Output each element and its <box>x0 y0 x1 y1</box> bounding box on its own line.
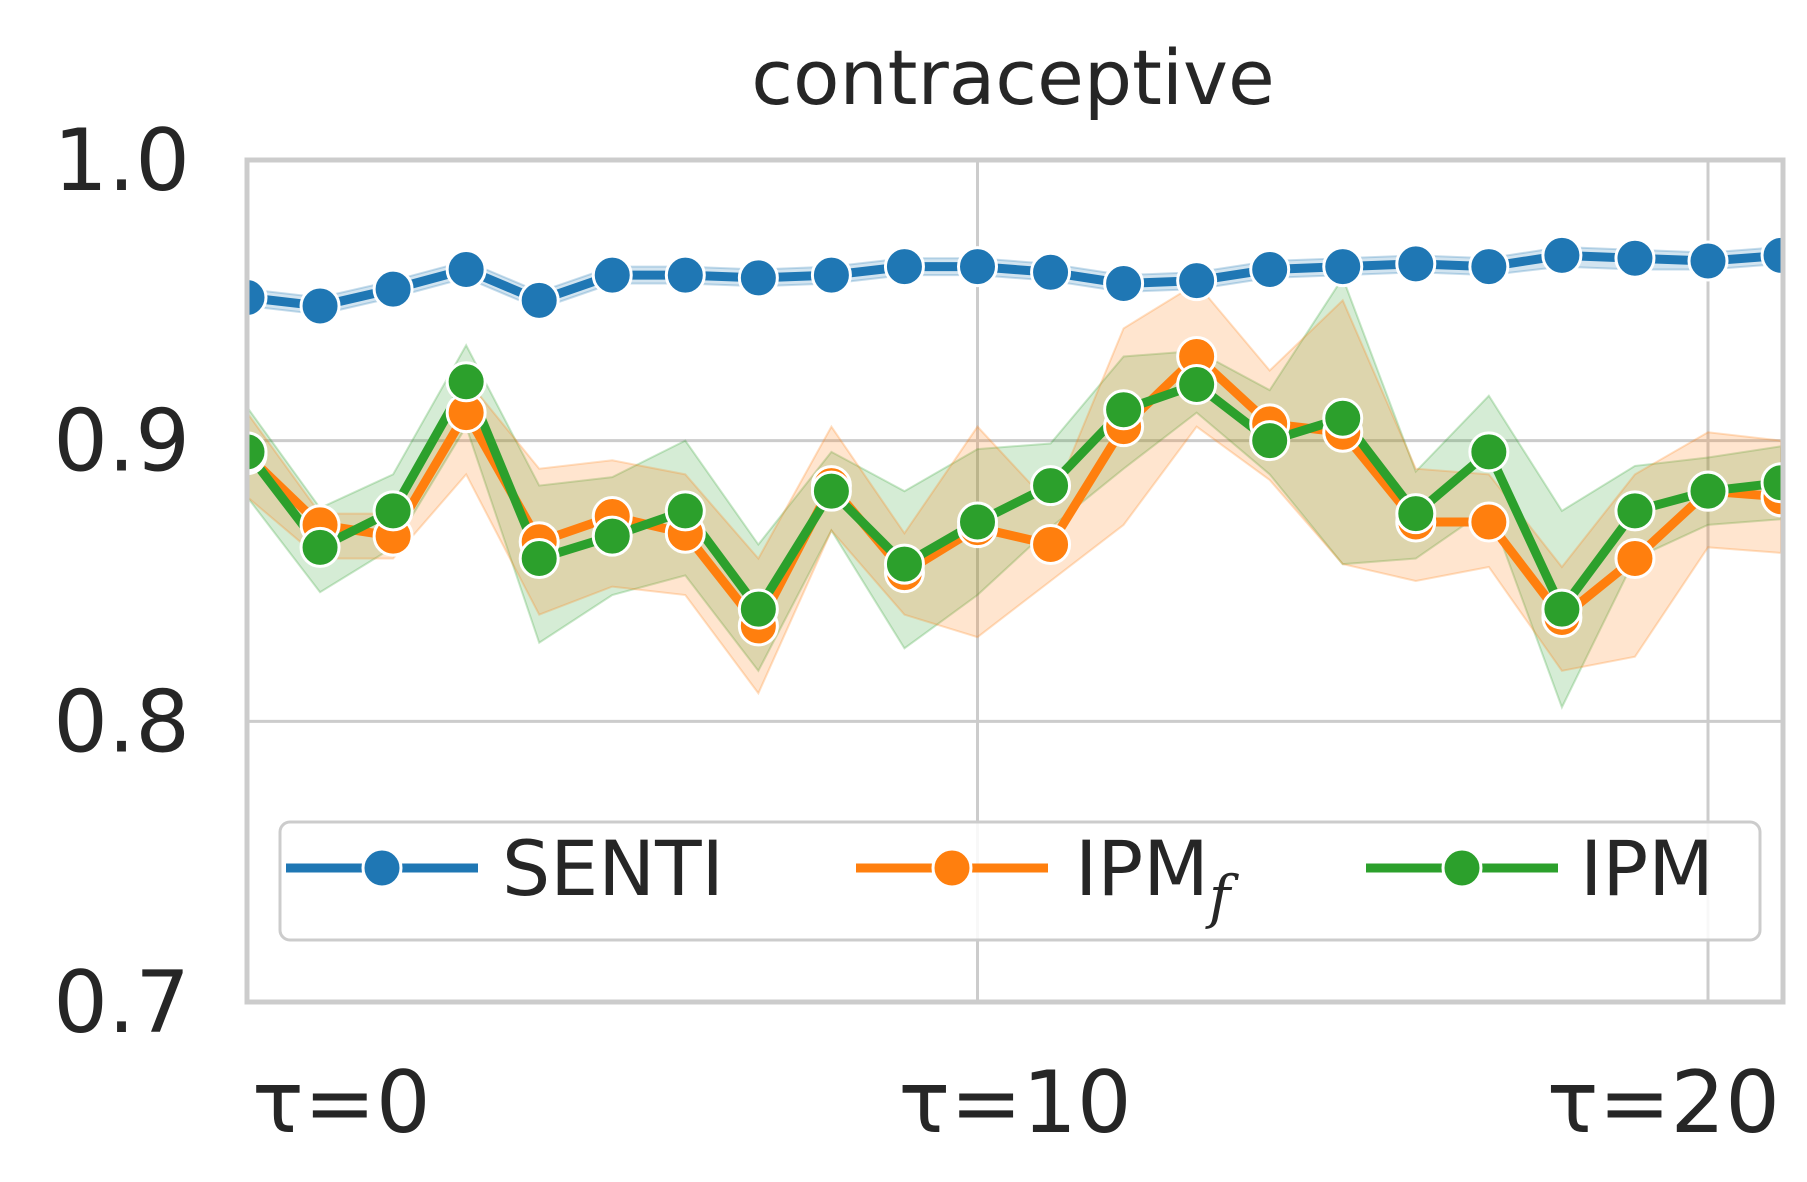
data-point <box>247 431 268 473</box>
data-point <box>1030 251 1072 293</box>
x-tick-label: τ=20 <box>1547 1053 1780 1153</box>
data-point <box>1687 240 1729 282</box>
data-point <box>1687 470 1729 512</box>
data-point <box>1395 493 1437 535</box>
y-axis-ticks: 1.0 0.9 0.8 0.7 <box>53 111 190 1053</box>
data-point <box>1395 243 1437 285</box>
legend-marker <box>361 847 403 889</box>
data-point <box>664 254 706 296</box>
series-line <box>247 377 1782 614</box>
data-point <box>810 254 852 296</box>
legend-marker <box>1441 847 1483 889</box>
data-point <box>1614 538 1656 580</box>
data-point <box>372 490 414 532</box>
data-point <box>883 543 925 585</box>
y-tick-label: 0.7 <box>53 953 190 1053</box>
data-point <box>1614 490 1656 532</box>
series-markers <box>247 234 1783 647</box>
data-point <box>445 361 487 403</box>
data-point <box>1176 260 1218 302</box>
plot-frame <box>244 157 1786 1005</box>
data-point <box>1541 588 1583 630</box>
data-point <box>591 254 633 296</box>
data-point <box>1176 364 1218 406</box>
data-point <box>299 526 341 568</box>
legend-label: IPM <box>1580 824 1714 913</box>
data-point <box>957 501 998 543</box>
data-point <box>1541 234 1583 276</box>
legend-label-text: IPM <box>1580 824 1714 913</box>
data-point <box>737 257 779 299</box>
data-point <box>1614 237 1656 279</box>
data-point <box>591 515 633 557</box>
legend: SENTI IPMf IPM <box>278 820 1762 942</box>
data-point <box>1030 465 1072 507</box>
chart-title: contraceptive <box>751 33 1275 122</box>
y-tick-label: 0.8 <box>53 672 190 772</box>
data-point <box>1249 420 1291 462</box>
data-point <box>957 246 998 288</box>
y-tick-label: 0.9 <box>53 392 190 492</box>
data-point <box>737 588 779 630</box>
legend-marker <box>931 847 973 889</box>
legend-box <box>278 820 1762 942</box>
data-point <box>1103 389 1145 431</box>
data-point <box>1468 246 1510 288</box>
data-point <box>518 279 560 321</box>
data-point <box>1468 501 1510 543</box>
data-point <box>247 277 268 319</box>
data-point <box>299 285 341 327</box>
data-point <box>883 246 925 288</box>
legend-label: SENTI <box>502 824 724 913</box>
legend-label-text: SENTI <box>502 824 724 913</box>
data-point <box>1249 248 1291 290</box>
y-tick-label: 1.0 <box>53 111 190 211</box>
data-point <box>372 268 414 310</box>
legend-label-text: IPM <box>1075 824 1209 913</box>
data-point <box>1468 431 1510 473</box>
plot-border <box>244 157 1786 1005</box>
data-point <box>445 248 487 290</box>
data-point <box>810 470 852 512</box>
data-point <box>1103 262 1145 304</box>
x-axis-ticks: τ=0 τ=10 τ=20 <box>252 1053 1780 1153</box>
x-tick-label: τ=10 <box>898 1053 1131 1153</box>
data-point <box>1030 524 1072 566</box>
data-point <box>664 490 706 532</box>
data-point <box>1322 246 1364 288</box>
data-point <box>1322 397 1364 439</box>
series-line <box>247 250 1782 311</box>
data-point <box>518 538 560 580</box>
series-lines <box>247 250 1782 631</box>
x-tick-label: τ=0 <box>252 1053 431 1153</box>
